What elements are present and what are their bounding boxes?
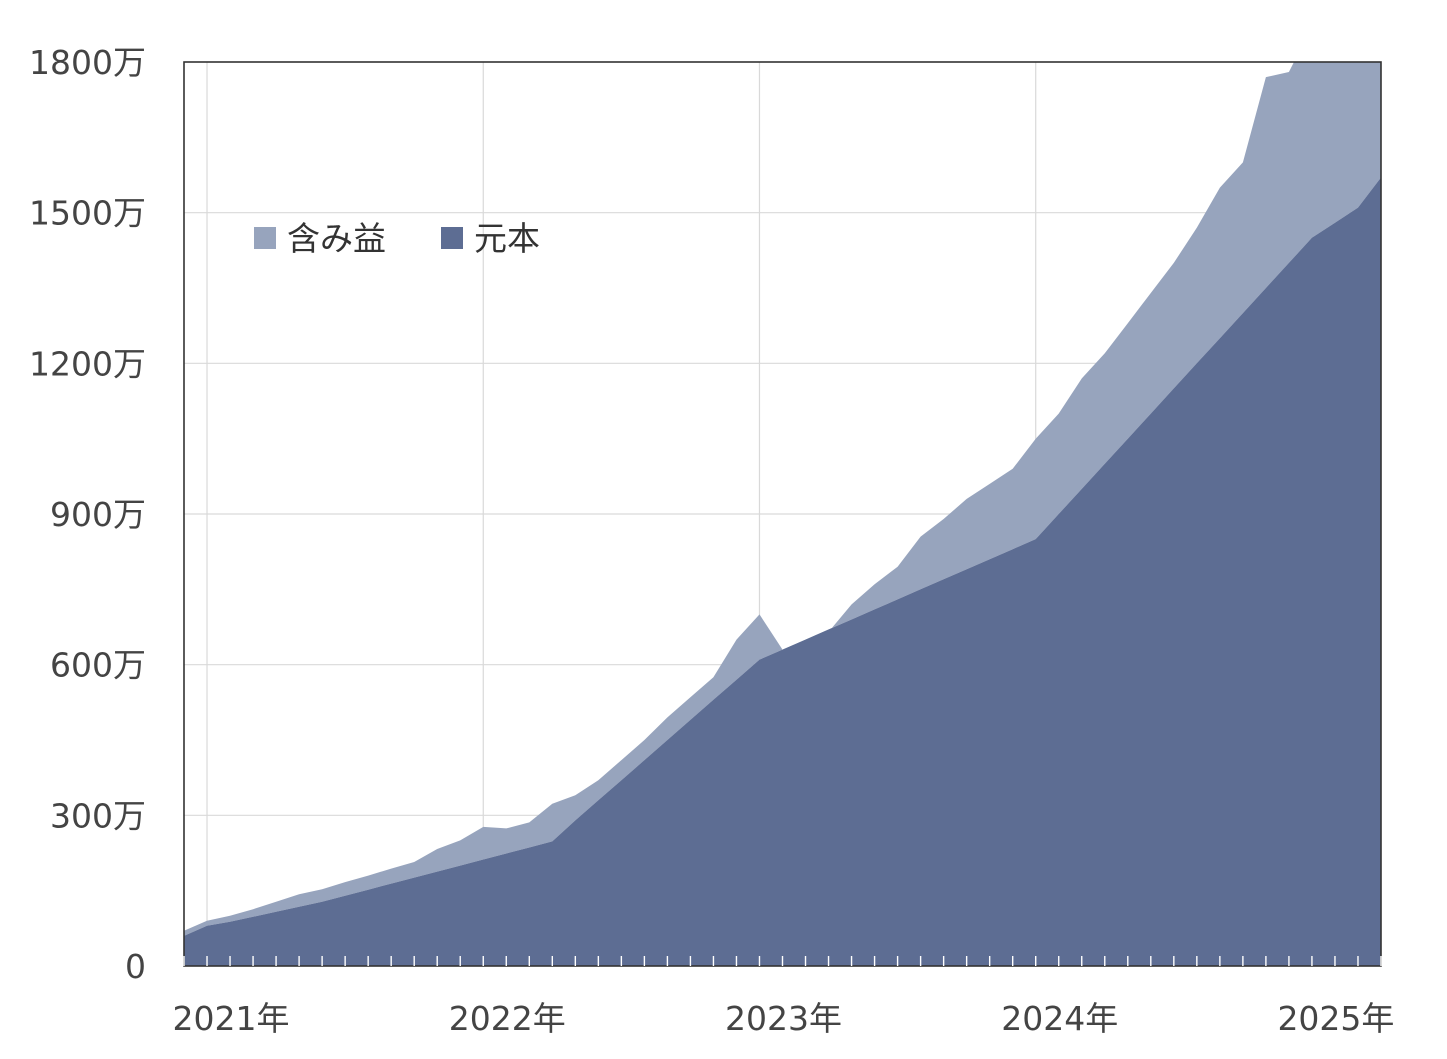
data-areas <box>184 62 1381 966</box>
y-tick-label: 0 <box>125 947 146 986</box>
y-tick-label: 300万 <box>50 796 146 835</box>
y-tick-label: 900万 <box>50 495 146 534</box>
y-tick-label: 1800万 <box>29 43 146 82</box>
legend: 含み益 元本 <box>254 219 540 258</box>
legend-label: 含み益 <box>287 219 386 258</box>
y-tick-label: 600万 <box>50 646 146 685</box>
legend-label: 元本 <box>474 219 540 258</box>
y-tick-label: 1500万 <box>29 194 146 233</box>
x-tick-label: 2024年 <box>1001 999 1118 1038</box>
area-principal <box>184 177 1381 966</box>
legend-swatch <box>441 227 463 249</box>
x-tick-label: 2021年 <box>173 999 290 1038</box>
axes: 0 300万 600万 900万 1200万 1500万 1800万 2021年 2022年 20… <box>29 43 1394 1038</box>
plot-frame <box>183 61 1382 967</box>
x-tick-label: 2025年 <box>1277 999 1394 1038</box>
area-unrealized-gain <box>184 62 1381 936</box>
legend-swatch <box>254 227 276 249</box>
x-tick-label: 2023年 <box>725 999 842 1038</box>
x-tick-label: 2022年 <box>449 999 566 1038</box>
y-tick-label: 1200万 <box>29 344 146 383</box>
